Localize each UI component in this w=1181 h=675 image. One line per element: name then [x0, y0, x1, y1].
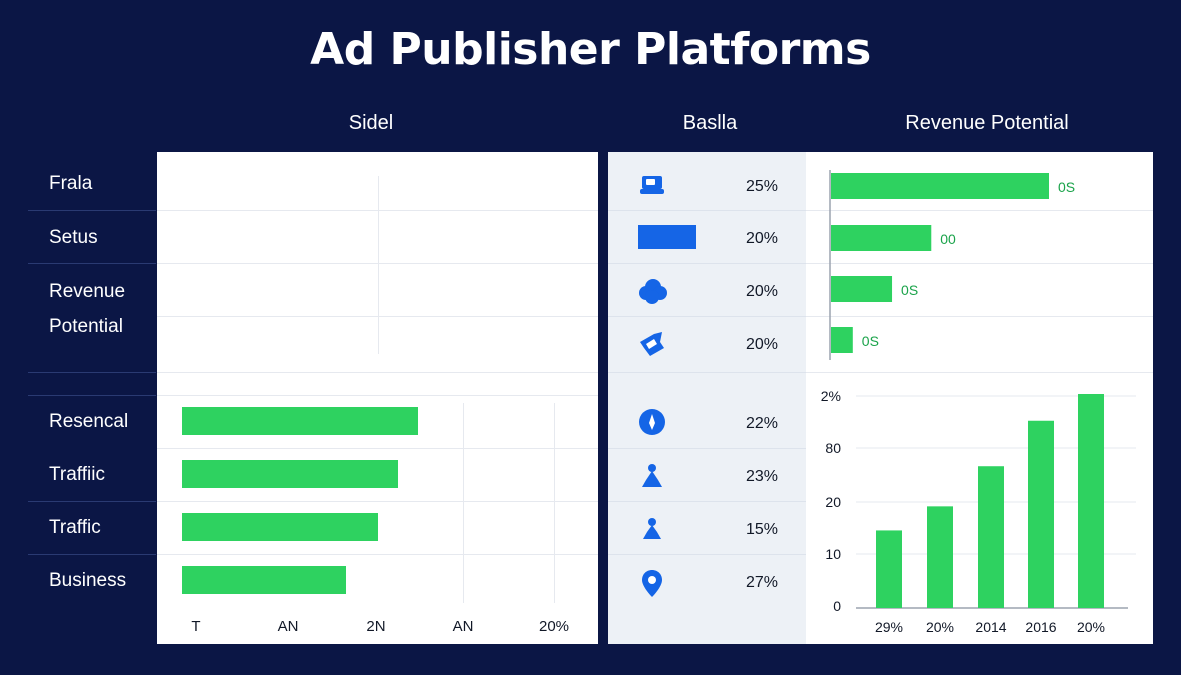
row-label-business: Business — [49, 570, 127, 591]
user-icon — [643, 518, 661, 539]
platform-percentage: 20% — [746, 230, 779, 247]
data-label: 0S — [862, 333, 879, 349]
left-bar-chart: T AN 2N AN 20% — [182, 407, 569, 635]
data-label: 00 — [940, 231, 956, 247]
x-tick-label: 20% — [539, 618, 569, 635]
location-pin-icon — [642, 570, 662, 597]
bar — [831, 173, 1049, 199]
platform-percentage: 23% — [746, 468, 779, 485]
platform-percentage: 27% — [746, 574, 779, 591]
x-tick-label: 2N — [366, 618, 385, 635]
blue-rectangle-icon — [638, 225, 696, 249]
bar — [182, 566, 346, 594]
page-title: Ad Publisher Platforms — [310, 24, 871, 75]
grid-line — [608, 554, 806, 555]
column-header-left: Sidel — [348, 112, 394, 134]
row-divider — [28, 210, 156, 211]
grid-line — [157, 448, 598, 449]
user-icon — [642, 464, 662, 487]
x-tick-label: AN — [453, 618, 474, 635]
bar — [978, 466, 1004, 608]
x-tick-label: 20% — [926, 619, 954, 635]
row-label-frala: Frala — [49, 173, 93, 194]
grid-line — [608, 501, 806, 502]
compass-icon — [639, 409, 665, 435]
row-divider — [28, 501, 156, 502]
y-tick-label: 0 — [833, 598, 841, 614]
platform-percentage: 15% — [746, 521, 779, 538]
x-tick-label: 29% — [875, 619, 903, 635]
megaphone-icon — [640, 332, 664, 356]
platform-percentage: 25% — [746, 178, 779, 195]
grid-line — [157, 395, 598, 396]
grid-line — [463, 403, 464, 603]
y-tick-label: 80 — [825, 440, 841, 456]
row-label-potential: Potential — [49, 316, 123, 337]
x-tick-label: 2016 — [1025, 619, 1056, 635]
grid-line — [378, 176, 379, 354]
bar — [831, 225, 932, 251]
grid-line — [608, 316, 806, 317]
grid-line — [608, 448, 806, 449]
cloud-icon — [639, 279, 667, 304]
bar — [927, 506, 953, 608]
bar — [1028, 420, 1054, 608]
grid-line — [157, 210, 598, 211]
grid-line — [157, 263, 598, 264]
x-tick-label: AN — [278, 618, 299, 635]
platform-percentage: 20% — [746, 283, 779, 300]
x-tick-label: T — [191, 618, 200, 635]
grid-line — [157, 554, 598, 555]
platform-percentage: 22% — [746, 415, 779, 432]
bar — [182, 460, 398, 488]
bar — [1078, 394, 1104, 608]
bar — [831, 327, 853, 353]
row-divider — [28, 263, 156, 264]
row-divider — [28, 554, 156, 555]
grid-line — [608, 263, 806, 264]
bar — [876, 530, 902, 608]
chat-window-icon — [640, 176, 664, 194]
y-tick-label: 20 — [825, 494, 841, 510]
row-divider — [28, 372, 156, 373]
x-tick-label: 2014 — [975, 619, 1006, 635]
row-label-revenue: Revenue — [49, 281, 126, 302]
y-tick-label: 10 — [825, 546, 841, 562]
row-label-resencal: Resencal — [49, 411, 129, 432]
revenue-potential-bar-chart: 0S 00 0S 0S — [829, 170, 1075, 360]
vertical-bar-chart: 0 10 20 80 2% 29% 20% 2014 2016 20% — [821, 388, 1136, 635]
grid-line — [554, 403, 555, 603]
data-label: 0S — [901, 282, 918, 298]
bar — [182, 407, 418, 435]
grid-line — [806, 372, 1153, 373]
grid-line — [806, 316, 1153, 317]
data-label: 0S — [1058, 179, 1075, 195]
row-label-traffiic: Traffiic — [49, 464, 105, 485]
row-label-setus: Setus — [49, 227, 98, 248]
y-tick-label: 2% — [821, 388, 841, 404]
bar — [831, 276, 893, 302]
grid-line — [806, 210, 1153, 211]
column-header-middle: Baslla — [682, 112, 738, 134]
grid-line — [608, 210, 806, 211]
x-tick-label: 20% — [1077, 619, 1105, 635]
row-label-traffic: Traffic — [49, 517, 101, 538]
grid-line — [157, 372, 598, 373]
bar — [182, 513, 378, 541]
left-chart-panel — [157, 152, 598, 644]
column-header-right: Revenue Potential — [905, 112, 1069, 134]
grid-line — [157, 316, 598, 317]
grid-line — [608, 372, 806, 373]
platform-percentage: 20% — [746, 336, 779, 353]
row-divider — [28, 395, 156, 396]
grid-line — [806, 263, 1153, 264]
grid-line — [157, 501, 598, 502]
